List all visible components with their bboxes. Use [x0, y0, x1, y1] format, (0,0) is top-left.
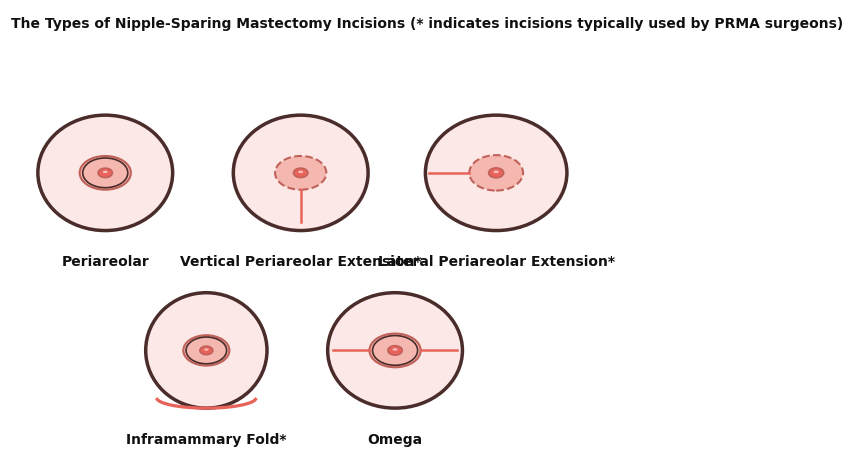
Ellipse shape: [327, 293, 463, 408]
Ellipse shape: [200, 346, 213, 355]
Ellipse shape: [369, 334, 421, 367]
Ellipse shape: [146, 293, 267, 408]
Ellipse shape: [98, 168, 112, 178]
Text: Lateral Periareolar Extension*: Lateral Periareolar Extension*: [378, 255, 614, 269]
Ellipse shape: [470, 155, 523, 191]
Ellipse shape: [38, 115, 172, 231]
Ellipse shape: [183, 335, 230, 365]
Ellipse shape: [425, 115, 567, 231]
Text: Vertical Periareolar Extension*: Vertical Periareolar Extension*: [180, 255, 422, 269]
Ellipse shape: [488, 168, 504, 178]
Ellipse shape: [204, 348, 208, 350]
Text: The Types of Nipple-Sparing Mastectomy Incisions (* indicates incisions typicall: The Types of Nipple-Sparing Mastectomy I…: [11, 18, 843, 31]
Ellipse shape: [233, 115, 369, 231]
Text: Omega: Omega: [368, 433, 423, 447]
Ellipse shape: [388, 345, 402, 355]
Ellipse shape: [275, 156, 327, 190]
Text: Periareolar: Periareolar: [62, 255, 149, 269]
Ellipse shape: [294, 168, 308, 178]
Ellipse shape: [80, 156, 131, 190]
Ellipse shape: [298, 171, 303, 173]
Text: Inframammary Fold*: Inframammary Fold*: [126, 433, 286, 447]
Ellipse shape: [103, 171, 108, 173]
Ellipse shape: [494, 171, 499, 173]
Ellipse shape: [393, 348, 398, 350]
